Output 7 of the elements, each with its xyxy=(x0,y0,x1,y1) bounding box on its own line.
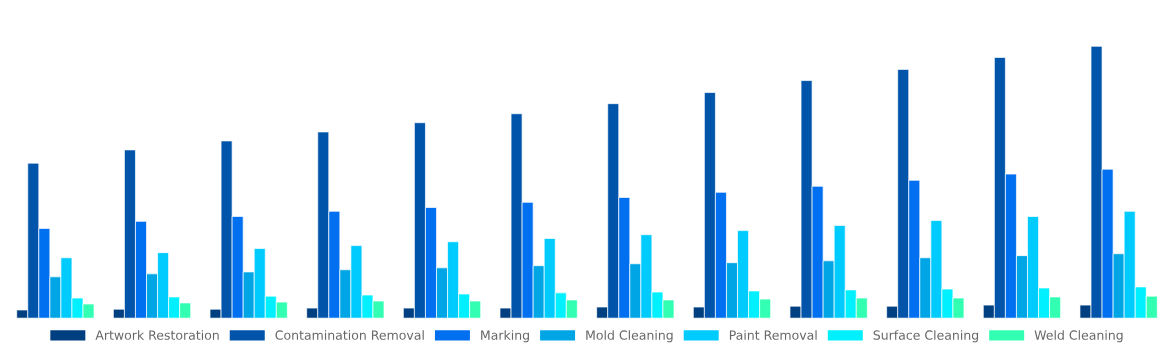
legend-label: Contamination Removal xyxy=(275,330,424,340)
legend-label: Weld Cleaning xyxy=(1034,330,1123,343)
legend-label: Artwork Restoration xyxy=(95,330,219,340)
legend-label: Mold Cleaning xyxy=(586,330,673,343)
legend-label: Marking xyxy=(481,330,529,343)
legend-label: Surface Cleaning xyxy=(873,330,979,343)
legend-label: Paint Removal xyxy=(729,330,817,340)
